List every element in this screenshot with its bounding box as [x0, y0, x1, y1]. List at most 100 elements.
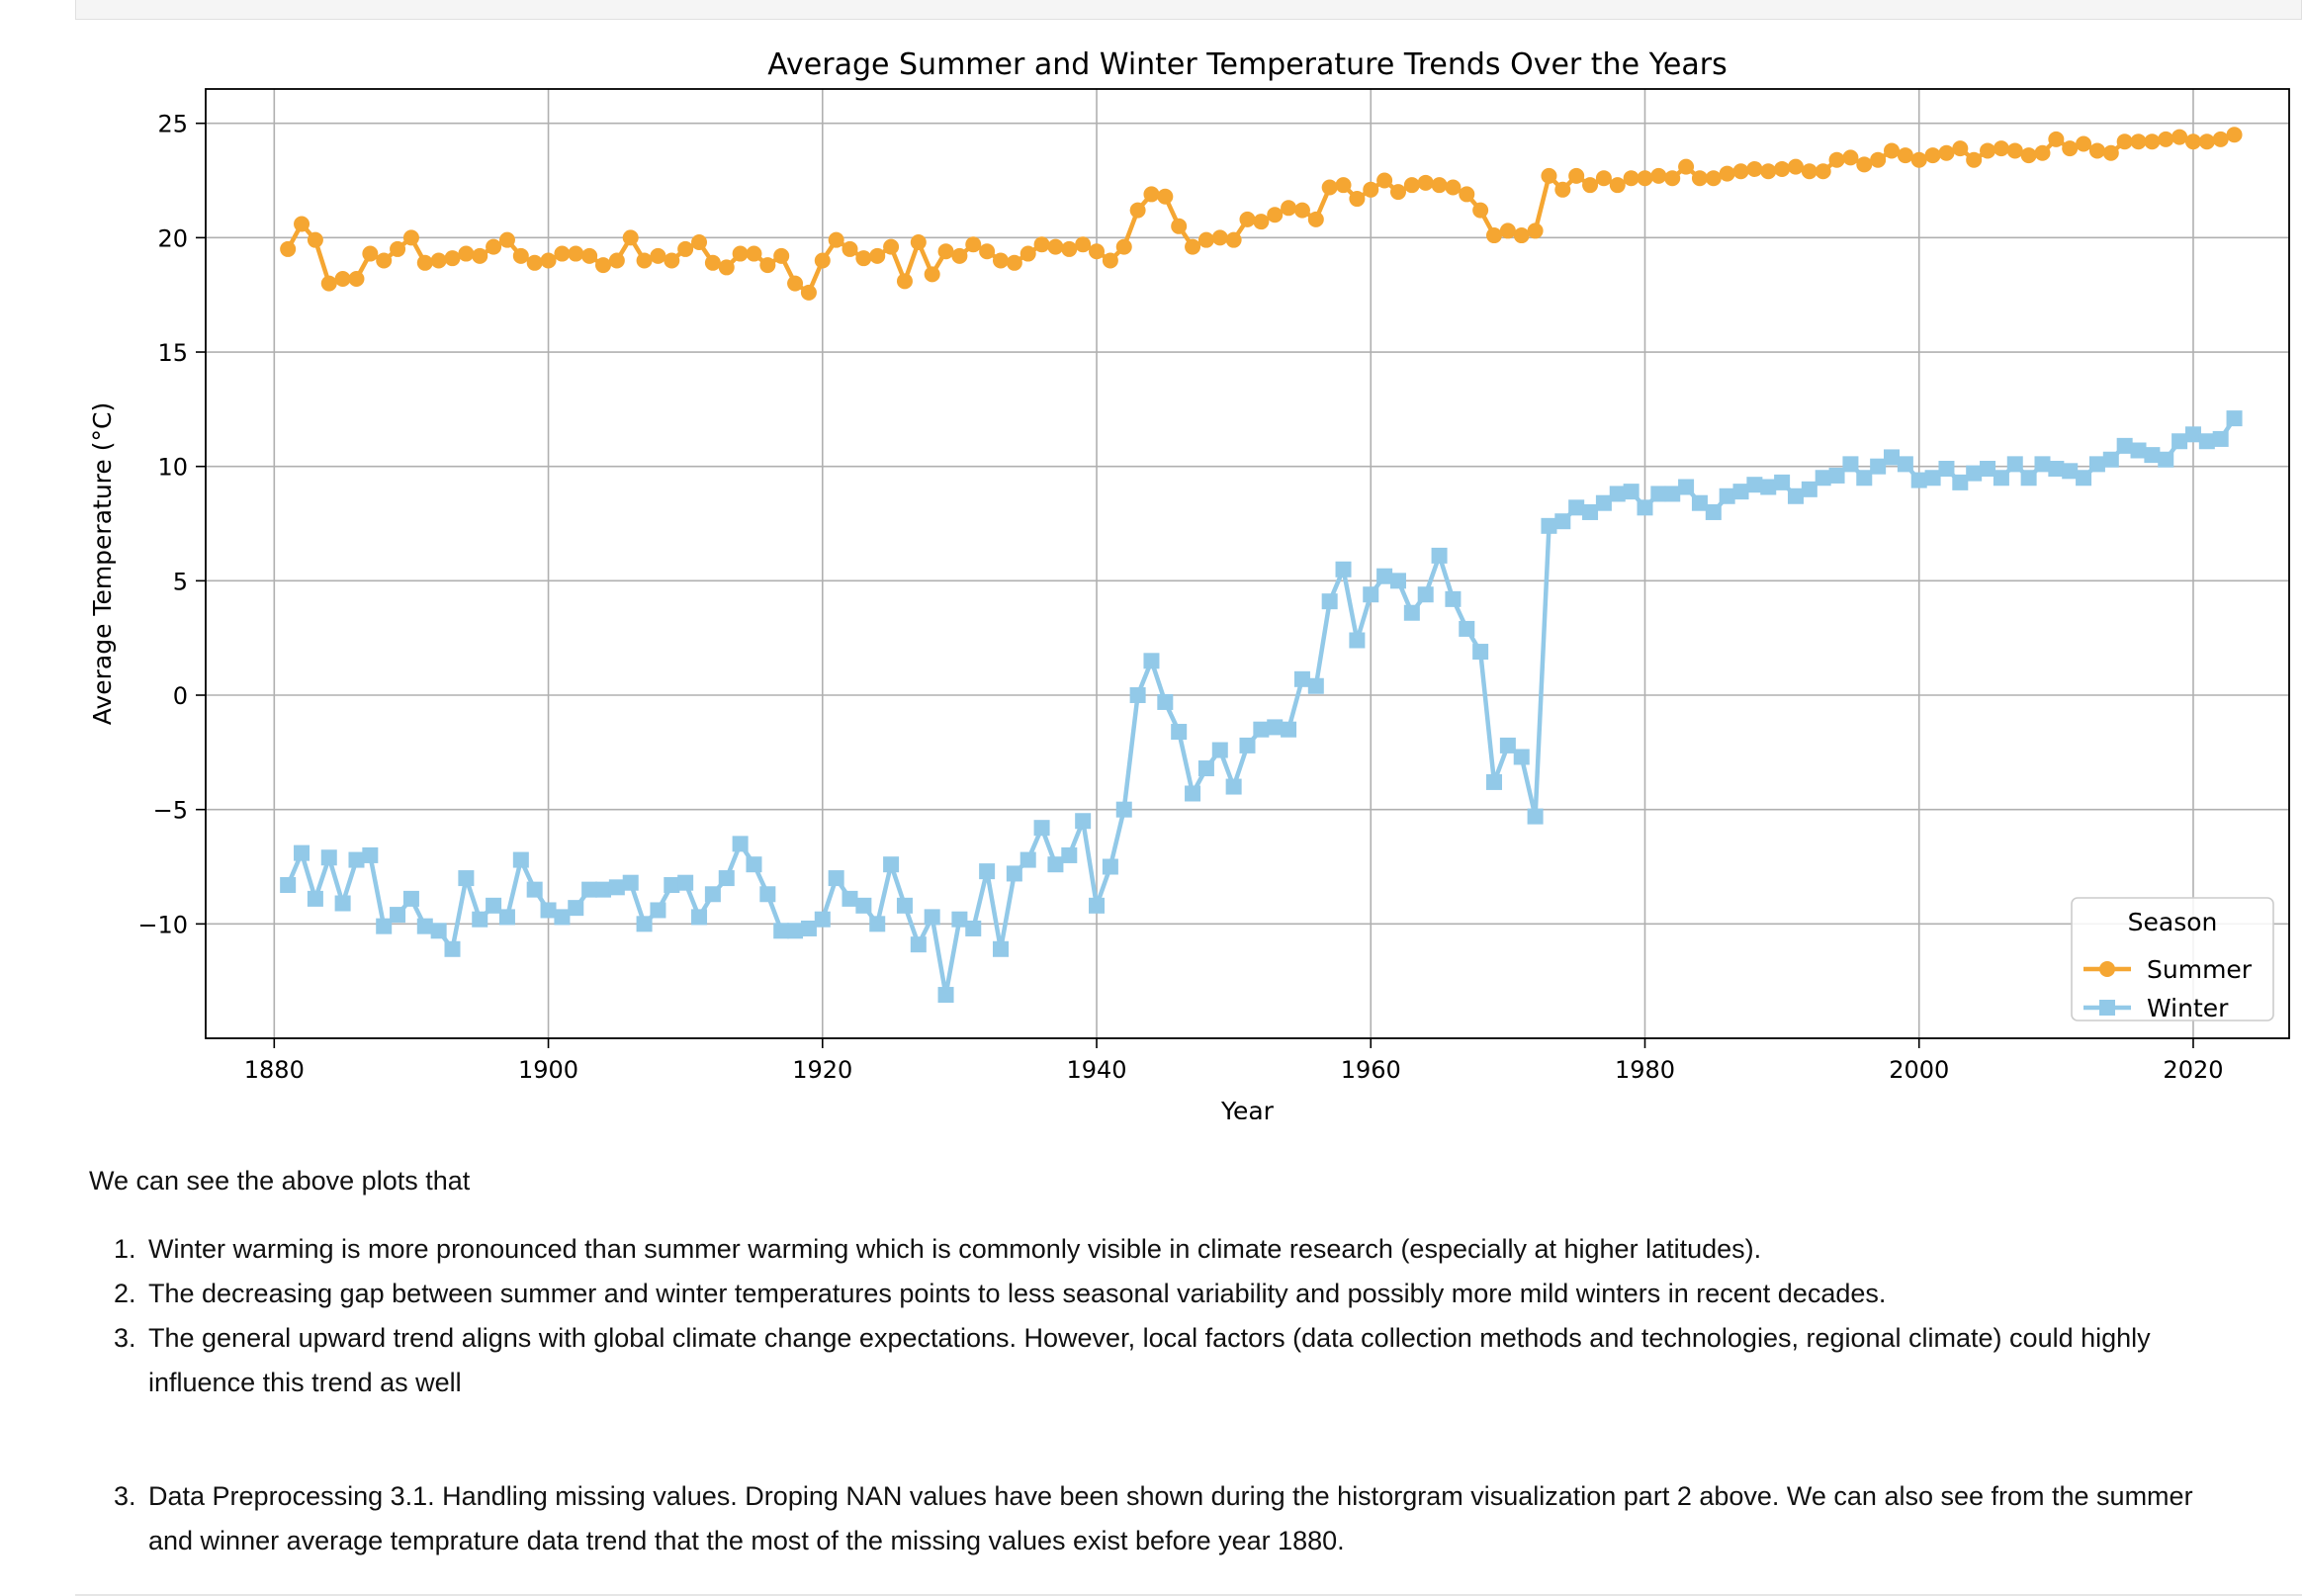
summer-point: [1363, 181, 1379, 198]
legend-label-summer: Summer: [2147, 955, 2253, 984]
summer-point: [1664, 170, 1681, 187]
winter-point: [2006, 456, 2023, 473]
summer-point: [1732, 163, 1749, 180]
winter-point: [650, 902, 666, 919]
winter-point: [1828, 467, 1845, 484]
winter-point: [376, 918, 393, 934]
summer-point: [1691, 170, 1708, 187]
winter-point: [1486, 773, 1503, 790]
winter-point: [2198, 433, 2215, 450]
summer-point: [842, 240, 858, 257]
winter-point: [1431, 547, 1448, 564]
winter-point: [2184, 426, 2201, 443]
summer-point: [1774, 160, 1791, 177]
winter-point: [1966, 465, 1983, 482]
summer-point: [814, 252, 831, 269]
summer-point: [1541, 167, 1557, 184]
summer-point: [2116, 133, 2133, 150]
winter-point: [1211, 742, 1228, 758]
summer-point: [2226, 127, 2243, 143]
summer-point: [1115, 238, 1132, 255]
summer-point: [1225, 231, 1242, 248]
winter-point: [1527, 808, 1544, 825]
summer-point: [1239, 211, 1256, 227]
winter-point: [1075, 813, 1092, 830]
x-tick-label: 1920: [792, 1056, 852, 1084]
summer-point: [1472, 202, 1489, 219]
winter-point: [704, 886, 721, 903]
winter-point: [828, 870, 844, 887]
winter-point: [1267, 719, 1284, 736]
x-tick-label: 1880: [244, 1056, 305, 1084]
winter-point: [1884, 449, 1901, 466]
winter-point: [1541, 517, 1557, 534]
winter-point: [1376, 568, 1393, 584]
summer-point: [1787, 158, 1804, 175]
summer-point: [1856, 156, 1873, 173]
winter-point: [390, 907, 406, 924]
summer-point: [691, 233, 708, 250]
summer-point: [594, 257, 611, 274]
winter-point: [2034, 456, 2051, 473]
summer-point: [1307, 211, 1324, 227]
summer-point: [2034, 144, 2051, 161]
y-tick-label: −10: [137, 911, 188, 938]
winter-point: [636, 916, 653, 932]
legend-box: [2071, 897, 2274, 1021]
summer-point: [2020, 147, 2037, 164]
winter-point: [416, 918, 433, 934]
winter-point: [965, 920, 982, 936]
summer-point: [2171, 129, 2188, 145]
summer-point: [1719, 165, 1735, 182]
winter-point: [1801, 481, 1817, 497]
summer-point: [746, 245, 762, 262]
legend-label-winter: Winter: [2147, 994, 2229, 1022]
winter-point: [458, 870, 475, 887]
summer-point: [1828, 151, 1845, 168]
winter-point: [2020, 470, 2037, 487]
summer-point: [787, 275, 804, 292]
summer-point: [2088, 142, 2105, 159]
winter-point: [540, 902, 557, 919]
y-tick-label: 25: [157, 111, 188, 138]
summer-point: [1129, 202, 1146, 219]
winter-point: [746, 856, 762, 873]
winter-point: [1664, 486, 1681, 502]
summer-point: [1499, 222, 1516, 239]
observation-item: The general upward trend aligns with glo…: [143, 1316, 2245, 1405]
summer-point: [1924, 147, 1941, 164]
winter-point: [622, 874, 639, 891]
winter-point: [1815, 470, 1831, 487]
winter-point: [1787, 488, 1804, 504]
summer-point: [1253, 214, 1270, 230]
winter-point: [472, 911, 488, 928]
summer-point: [992, 252, 1009, 269]
summer-point: [1568, 167, 1585, 184]
winter-point: [1554, 513, 1571, 530]
winter-point: [1842, 456, 1859, 473]
summer-point: [1801, 163, 1817, 180]
summer-point: [1376, 172, 1393, 189]
x-tick-label: 2000: [1889, 1056, 1949, 1084]
section-list: Data Preprocessing 3.1. Handling missing…: [89, 1474, 2245, 1563]
summer-point: [965, 236, 982, 253]
winter-point: [1143, 653, 1160, 669]
summer-point: [1650, 167, 1667, 184]
summer-point: [1293, 202, 1310, 219]
winter-point: [402, 890, 419, 907]
summer-point: [773, 247, 790, 264]
winter-point: [1445, 590, 1462, 607]
line-chart: 1880 1900 1920 1940 1960 1980 2000 2020 −10 −5 0 5 1…: [0, 22, 2304, 1119]
summer-point: [512, 247, 529, 264]
winter-point: [2088, 456, 2105, 473]
winter-point: [1115, 801, 1132, 818]
winter-point: [2144, 447, 2161, 464]
winter-point: [1033, 820, 1050, 837]
winter-point: [1389, 573, 1406, 589]
winter-point: [430, 923, 447, 939]
x-tick-label: 1900: [518, 1056, 578, 1084]
summer-point: [1349, 191, 1366, 208]
summer-point: [1006, 254, 1022, 271]
x-tick-label: 1940: [1066, 1056, 1126, 1084]
y-tick-label: 5: [173, 568, 188, 595]
